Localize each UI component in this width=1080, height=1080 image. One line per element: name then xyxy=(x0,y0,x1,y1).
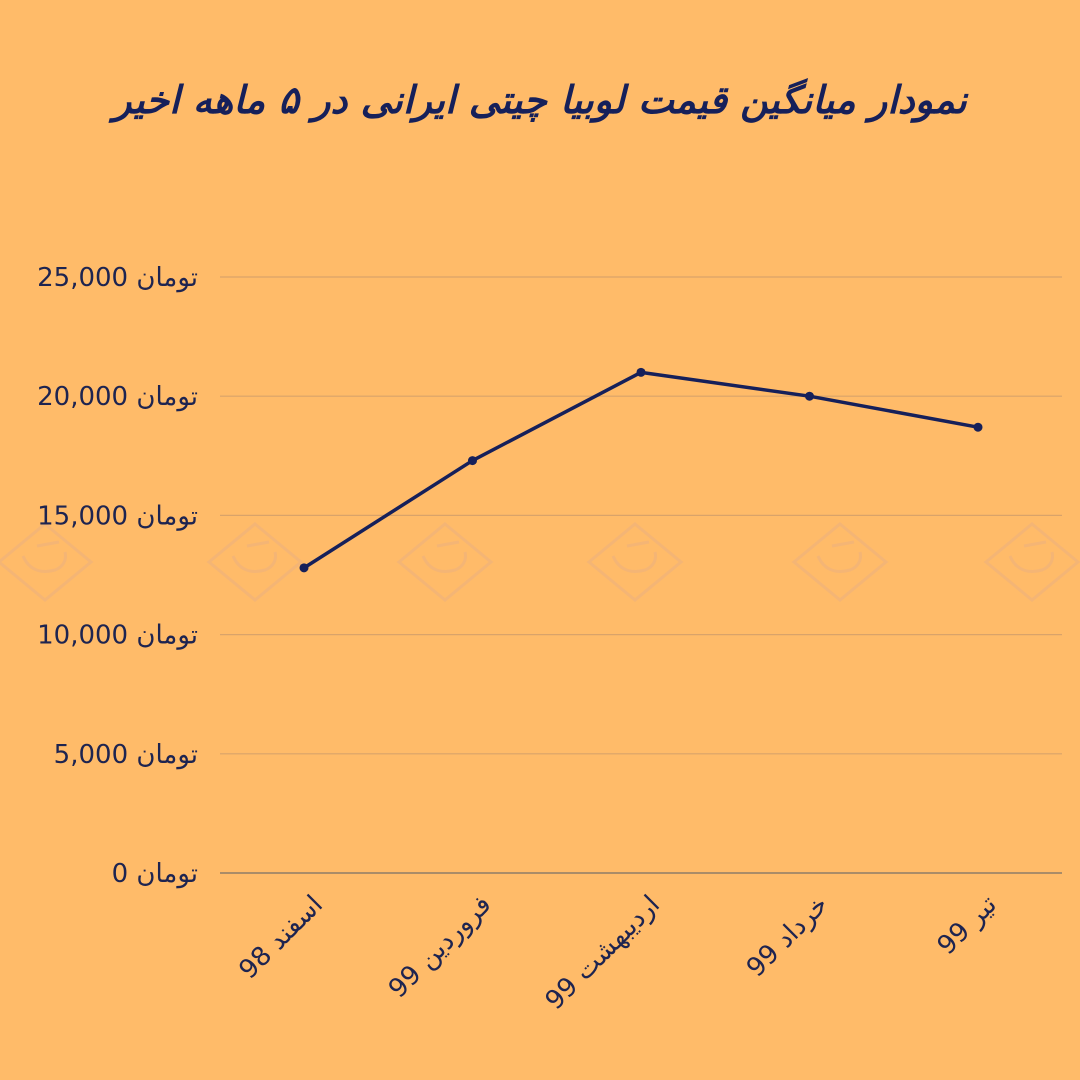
data-point xyxy=(973,422,983,432)
data-point xyxy=(636,367,646,377)
x-tick-label: اسفند 98 xyxy=(233,890,328,985)
y-tick-label: 15,000 تومان xyxy=(37,501,198,531)
x-tick-label: تیر 99 xyxy=(932,890,1003,961)
watermark-logo xyxy=(586,522,684,602)
x-tick-label: خرداد 99 xyxy=(741,890,834,983)
watermark-logo xyxy=(396,522,494,602)
y-tick-label: 25,000 تومان xyxy=(37,263,198,293)
series-layer xyxy=(299,367,983,573)
data-point xyxy=(805,391,814,401)
watermark-layer xyxy=(0,522,1080,602)
y-tick-label: 5,000 تومان xyxy=(54,740,198,770)
watermark-logo xyxy=(791,522,889,602)
data-point xyxy=(468,456,477,466)
y-tick-label: 20,000 تومان xyxy=(37,382,198,412)
y-axis-ticks: 0 تومان 5,000 تومان 10,000 تومان 15,000 توم… xyxy=(37,263,198,889)
chart-title: نمودار میانگین قیمت لوبیا چیتی ایرانی در… xyxy=(113,78,967,122)
watermark-logo xyxy=(983,522,1080,602)
data-point xyxy=(299,563,309,573)
y-tick-label: 10,000 تومان xyxy=(37,621,198,651)
grid-layer xyxy=(220,276,1062,874)
x-tick-label: اردیبهشت 99 xyxy=(540,890,666,1016)
watermark-logo xyxy=(0,522,94,602)
x-axis-ticks: اسفند 98 فروردین 99 اردیبهشت 99 خرداد 99 تیر… xyxy=(233,890,1002,1016)
y-tick-label: 0 تومان xyxy=(112,859,198,889)
x-tick-label: فروردین 99 xyxy=(383,890,497,1004)
watermark-logo xyxy=(206,522,304,602)
series-line xyxy=(302,370,980,570)
